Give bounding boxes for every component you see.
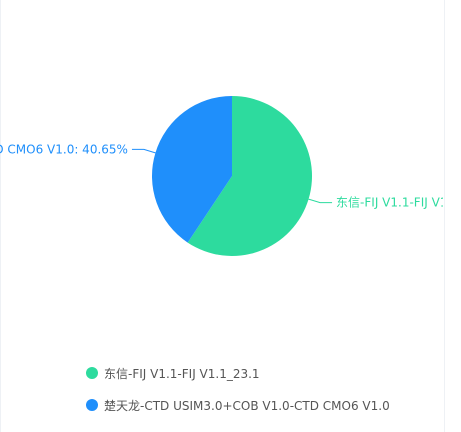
- chart-legend: 东信-FIJ V1.1-FIJ V1.1_23.1 楚天龙-CTD USIM3.…: [86, 363, 390, 427]
- pie-label-dongxin: 东信-FIJ V1.1-FIJ V1.1_23.1: 59.35%: [336, 196, 443, 210]
- legend-label-dongxin: 东信-FIJ V1.1-FIJ V1.1_23.1: [104, 366, 260, 381]
- pie-slice-dongxin[interactable]: [187, 96, 313, 256]
- legend-item-chutianlong[interactable]: 楚天龙-CTD USIM3.0+COB V1.0-CTD CMO6 V1.0: [86, 395, 390, 415]
- legend-label-chutianlong: 楚天龙-CTD USIM3.0+COB V1.0-CTD CMO6 V1.0: [104, 398, 390, 413]
- label-leader-line-chutianlong: [131, 148, 156, 154]
- pie-label-chutianlong: 楚天龙-CTD USIM3.0+COB V1.0-CTD CMO6 V1.0: …: [0, 142, 128, 156]
- legend-marker-chutianlong: [86, 399, 98, 411]
- label-leader-line-dongxin: [308, 198, 333, 204]
- panel-right-border: [444, 0, 445, 432]
- pie-chart-area: 东信-FIJ V1.1-FIJ V1.1_23.1: 59.35% 楚天龙-CTD…: [0, 96, 443, 256]
- pie-slice-chutianlong[interactable]: [152, 96, 232, 243]
- pie-chart: 东信-FIJ V1.1-FIJ V1.1_23.1: 59.35% 楚天龙-CTD…: [0, 96, 443, 256]
- legend-item-dongxin[interactable]: 东信-FIJ V1.1-FIJ V1.1_23.1: [86, 363, 390, 383]
- legend-marker-dongxin: [86, 367, 98, 379]
- panel-left-border: [0, 0, 1, 432]
